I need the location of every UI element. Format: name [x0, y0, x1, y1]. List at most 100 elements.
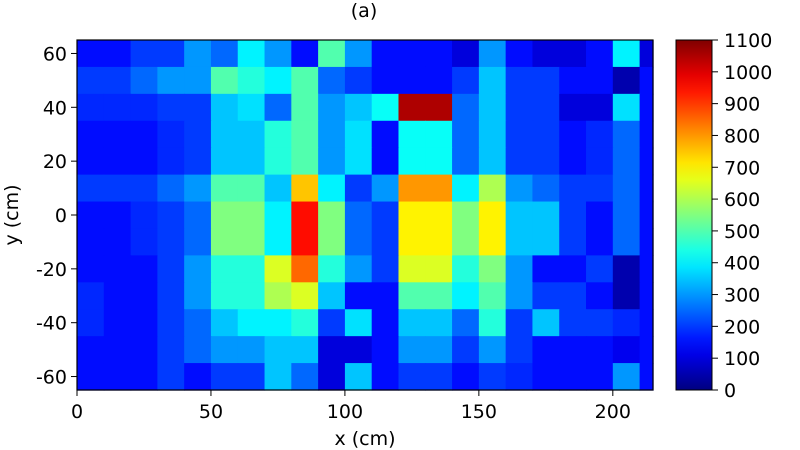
heatmap-cell: [184, 309, 212, 337]
heatmap-cell: [318, 66, 346, 95]
heatmap-cell: [586, 363, 614, 391]
heatmap-cell: [425, 93, 453, 122]
heatmap-cell: [184, 201, 212, 230]
heatmap-cell: [532, 363, 560, 391]
heatmap-cell: [478, 174, 507, 203]
heatmap-cell: [452, 309, 480, 337]
heatmap-cell: [184, 66, 212, 95]
heatmap-cell: [612, 282, 641, 310]
heatmap-cell: [291, 120, 319, 149]
heatmap-cell: [210, 255, 239, 283]
heatmap-cell: [210, 93, 239, 122]
heatmap-cell: [452, 66, 480, 95]
heatmap-cell: [291, 255, 319, 283]
heatmap-cell: [612, 309, 641, 337]
heatmap-cell: [478, 120, 507, 149]
heatmap-cell: [505, 363, 534, 391]
heatmap-cell: [505, 93, 534, 122]
heatmap-cell: [344, 336, 373, 364]
heatmap-cell: [291, 93, 319, 122]
heatmap-cell: [532, 174, 560, 203]
heatmap-cell: [398, 66, 426, 95]
heatmap-cell: [586, 147, 614, 176]
heatmap-cell: [505, 201, 534, 230]
heatmap-cell: [291, 363, 319, 391]
heatmap-cell: [157, 363, 185, 391]
heatmap-cell: [344, 255, 373, 283]
heatmap-cell: [371, 120, 400, 149]
heatmap-cell: [505, 282, 534, 310]
heatmap-cells: [77, 40, 654, 391]
heatmap-cell: [452, 201, 480, 230]
x-tick-label: 0: [71, 401, 83, 423]
heatmap-cell: [237, 363, 266, 391]
heatmap-cell: [344, 228, 373, 256]
heatmap-cell: [371, 309, 400, 337]
heatmap-cell: [398, 93, 426, 122]
heatmap-cell: [425, 363, 453, 391]
heatmap-cell: [559, 282, 587, 310]
colorbar-tick-label: 800: [724, 125, 760, 147]
heatmap-cell: [612, 147, 641, 176]
heatmap-cell: [452, 228, 480, 256]
heatmap-cell: [318, 282, 346, 310]
heatmap-cell: [103, 228, 132, 256]
heatmap-cell: [425, 120, 453, 149]
heatmap-cell: [398, 147, 426, 176]
heatmap-cell: [184, 282, 212, 310]
x-tick-label: 100: [327, 401, 363, 423]
heatmap-cell: [371, 66, 400, 95]
heatmap-cell: [532, 40, 560, 68]
heatmap-cell: [371, 282, 400, 310]
heatmap-cell: [559, 228, 587, 256]
heatmap-cell: [478, 336, 507, 364]
heatmap-cell: [318, 309, 346, 337]
heatmap-cell: [371, 228, 400, 256]
heatmap-cell: [210, 309, 239, 337]
heatmap-cell: [157, 228, 185, 256]
heatmap-cell: [398, 336, 426, 364]
heatmap-cell: [559, 40, 587, 68]
heatmap-cell: [612, 363, 641, 391]
heatmap-cell: [264, 93, 292, 122]
heatmap-cell: [264, 174, 292, 203]
heatmap-cell: [77, 255, 105, 283]
heatmap-cell: [103, 120, 132, 149]
heatmap-cell: [103, 363, 132, 391]
heatmap-cell: [237, 309, 266, 337]
heatmap-cell: [344, 282, 373, 310]
heatmap-cell: [130, 201, 158, 230]
heatmap-cell: [425, 66, 453, 95]
heatmap-cell: [210, 40, 239, 68]
heatmap-cell: [291, 174, 319, 203]
heatmap-cell: [639, 363, 654, 391]
heatmap-cell: [452, 282, 480, 310]
heatmap-cell: [237, 255, 266, 283]
heatmap-cell: [77, 309, 105, 337]
heatmap-cell: [505, 309, 534, 337]
heatmap-cell: [478, 255, 507, 283]
heatmap-cell: [478, 66, 507, 95]
heatmap-cell: [210, 363, 239, 391]
y-tick-label: 20: [43, 151, 67, 173]
heatmap-cell: [264, 282, 292, 310]
heatmap-cell: [130, 40, 158, 68]
y-tick-label: -60: [36, 367, 67, 389]
heatmap-cell: [612, 40, 641, 68]
heatmap-cell: [639, 174, 654, 203]
heatmap-cell: [559, 147, 587, 176]
heatmap-cell: [532, 201, 560, 230]
heatmap-cell: [639, 120, 654, 149]
heatmap-cell: [103, 309, 132, 337]
heatmap-cell: [264, 66, 292, 95]
heatmap-cell: [264, 363, 292, 391]
heatmap-cell: [264, 336, 292, 364]
heatmap-cell: [77, 93, 105, 122]
heatmap-cell: [505, 147, 534, 176]
heatmap-cell: [157, 93, 185, 122]
heatmap-cell: [425, 255, 453, 283]
y-tick-label: 40: [43, 97, 67, 119]
heatmap-cell: [184, 93, 212, 122]
heatmap-cell: [264, 40, 292, 68]
heatmap-cell: [586, 228, 614, 256]
